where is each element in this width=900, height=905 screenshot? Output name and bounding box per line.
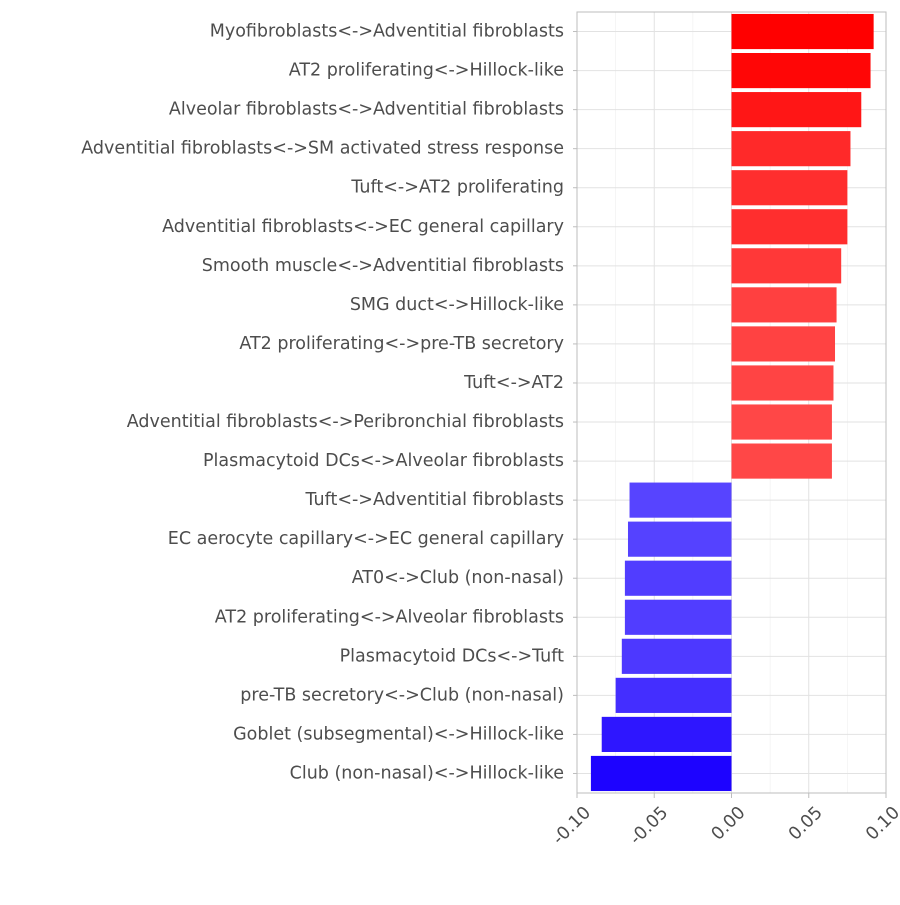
bar	[601, 716, 732, 752]
bar	[731, 287, 837, 323]
bar	[629, 482, 732, 518]
y-tick-label: Alveolar fibroblasts<->Adventitial fibro…	[169, 100, 564, 120]
y-tick-label: AT2 proliferating<->Hillock-like	[289, 61, 564, 81]
y-tick-label: Tuft<->AT2	[463, 373, 564, 393]
bar	[731, 404, 832, 440]
bar-layer	[590, 13, 874, 792]
bar	[624, 599, 732, 635]
x-axis: -0.10 -0.05 0.00 0.05 0.10	[549, 793, 900, 849]
bar	[624, 560, 732, 596]
y-tick-label: AT2 proliferating<->Alveolar fibroblasts	[215, 607, 564, 627]
y-tick-label: Myofibroblasts<->Adventitial fibroblasts	[210, 22, 564, 42]
bar	[615, 677, 732, 713]
y-tick-label: Plasmacytoid DCs<->Alveolar fibroblasts	[203, 451, 564, 471]
bar	[627, 521, 732, 557]
y-tick-label: Plasmacytoid DCs<->Tuft	[340, 646, 565, 666]
x-tick-label: -0.05	[626, 803, 672, 849]
bar	[590, 755, 732, 792]
bar	[731, 365, 834, 401]
y-tick-label: pre-TB secretory<->Club (non-nasal)	[240, 685, 564, 705]
bar	[621, 638, 732, 674]
x-tick-label: 0.00	[708, 803, 750, 845]
y-tick-label: Adventitial fibroblasts<->Peribronchial …	[127, 412, 564, 432]
y-tick-labels: Myofibroblasts<->Adventitial fibroblasts…	[81, 22, 577, 783]
y-tick-label: EC aerocyte capillary<->EC general capil…	[168, 529, 564, 549]
y-tick-label: Adventitial fibroblasts<->EC general cap…	[162, 217, 564, 237]
bar	[731, 92, 862, 128]
x-tick-label: 0.05	[785, 803, 827, 845]
y-tick-label: Tuft<->Adventitial fibroblasts	[304, 490, 564, 510]
bar	[731, 170, 848, 206]
bar	[731, 443, 832, 479]
bar	[731, 13, 874, 50]
y-tick-label: AT0<->Club (non-nasal)	[352, 568, 564, 588]
y-tick-label: Adventitial fibroblasts<->SM activated s…	[81, 139, 564, 159]
y-tick-label: Goblet (subsegmental)<->Hillock-like	[233, 724, 564, 744]
grid-layer	[576, 12, 887, 793]
bar	[731, 53, 871, 89]
x-tick-label: 0.10	[862, 803, 900, 845]
y-tick-label: Club (non-nasal)<->Hillock-like	[290, 763, 564, 783]
y-tick-label: Smooth muscle<->Adventitial fibroblasts	[202, 256, 564, 276]
y-tick-label: AT2 proliferating<->pre-TB secretory	[239, 334, 564, 354]
bar	[731, 248, 842, 284]
y-tick-label: Tuft<->AT2 proliferating	[350, 178, 564, 198]
bar	[731, 326, 836, 362]
bar	[731, 131, 851, 167]
bar	[731, 209, 848, 245]
x-tick-label: -0.10	[549, 803, 595, 849]
y-tick-label: SMG duct<->Hillock-like	[350, 295, 564, 315]
